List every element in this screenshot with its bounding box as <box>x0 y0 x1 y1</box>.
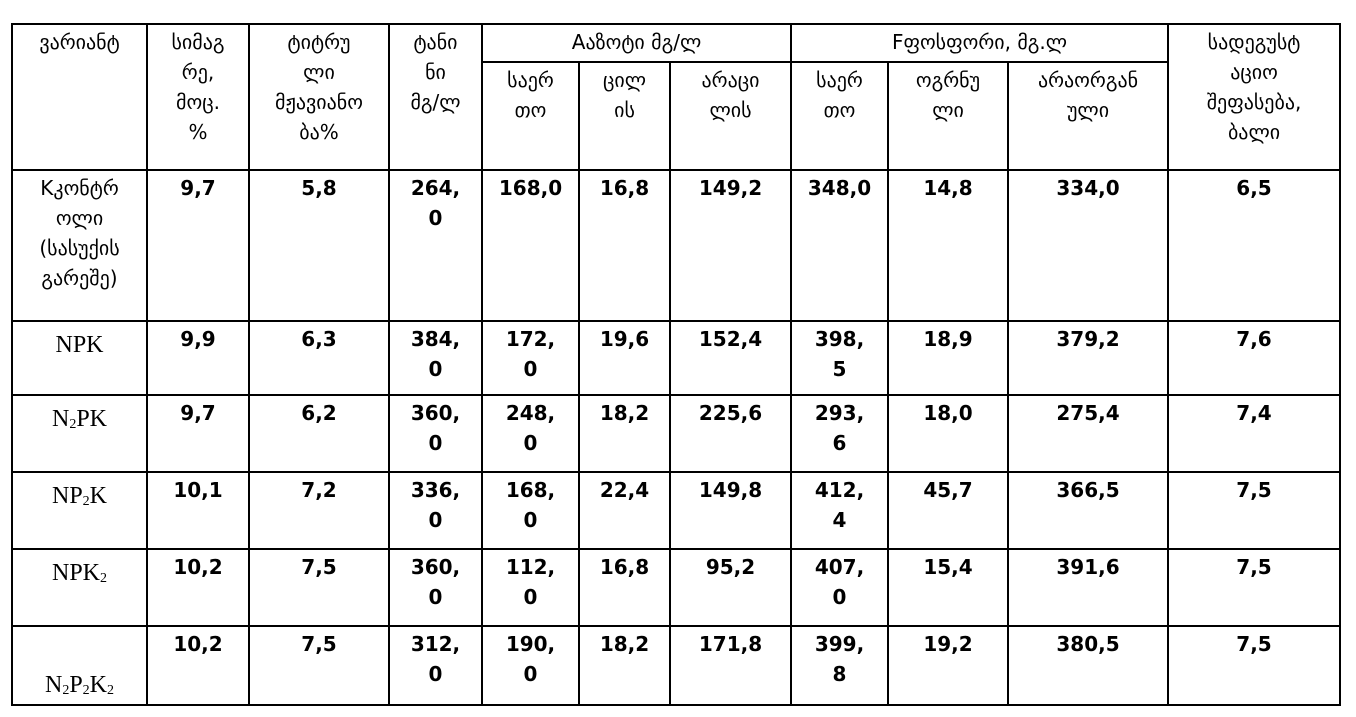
cell-phosphorus-inorganic: 334,0 <box>1007 169 1170 322</box>
header-phosphorus-organic: ოგრნუ ლი <box>887 61 1010 171</box>
cell-phosphorus-inorganic: 391,6 <box>1007 548 1170 627</box>
cell-nitrogen-colloid: 19,6 <box>578 320 671 396</box>
cell-acidity: 6,2 <box>248 394 390 473</box>
cell-nitrogen-non-colloid: 225,6 <box>668 394 793 473</box>
cell-moisture: 9,7 <box>146 394 250 473</box>
cell-moisture: 9,9 <box>146 320 250 396</box>
cell-nitrogen-total: 168, 0 <box>481 471 580 550</box>
cell-nitrogen-non-colloid: 149,2 <box>668 169 793 322</box>
row-variant: N2P2K2 <box>11 625 148 706</box>
cell-tannin: 360, 0 <box>388 394 483 473</box>
cell-phosphorus-inorganic: 366,5 <box>1007 471 1170 550</box>
cell-phosphorus-total: 399, 8 <box>790 625 890 706</box>
cell-tasting-score: 7,5 <box>1167 548 1342 627</box>
row-variant: NPK2 <box>11 548 148 627</box>
header-nitrogen-colloid: ცილ ის <box>578 61 671 171</box>
cell-phosphorus-organic: 15,4 <box>887 548 1010 627</box>
cell-tasting-score: 7,5 <box>1167 625 1342 706</box>
row-variant: Kკონტრ ოლი (სასუქის გარეშე) <box>11 169 148 322</box>
row-variant: NP2K <box>11 471 148 550</box>
header-variant: ვარიანტ <box>11 23 148 171</box>
table-row: Kკონტრ ოლი (სასუქის გარეშე) 9,7 5,8 264,… <box>11 169 1342 322</box>
cell-nitrogen-colloid: 16,8 <box>578 169 671 322</box>
cell-phosphorus-inorganic: 275,4 <box>1007 394 1170 473</box>
cell-tannin: 264, 0 <box>388 169 483 322</box>
cell-nitrogen-total: 112, 0 <box>481 548 580 627</box>
cell-nitrogen-colloid: 16,8 <box>578 548 671 627</box>
cell-acidity: 7,2 <box>248 471 390 550</box>
fertilizer-results-table: ვარიანტ სიმაგ რე, მოც. % ტიტრუ ლი მჟავია… <box>11 23 1342 706</box>
cell-acidity: 7,5 <box>248 625 390 706</box>
header-titratable-acidity: ტიტრუ ლი მჟავიანო ბა% <box>248 23 390 171</box>
cell-tasting-score: 7,4 <box>1167 394 1342 473</box>
header-phosphorus-inorganic: არაორგან ული <box>1007 61 1170 171</box>
header-moisture: სიმაგ რე, მოც. % <box>146 23 250 171</box>
cell-tannin: 336, 0 <box>388 471 483 550</box>
cell-phosphorus-inorganic: 380,5 <box>1007 625 1170 706</box>
cell-phosphorus-organic: 14,8 <box>887 169 1010 322</box>
cell-tannin: 360, 0 <box>388 548 483 627</box>
header-nitrogen-total: საერ თო <box>481 61 580 171</box>
cell-phosphorus-organic: 19,2 <box>887 625 1010 706</box>
cell-nitrogen-non-colloid: 152,4 <box>668 320 793 396</box>
header-tannin: ტანი ნი მგ/ლ <box>388 23 483 171</box>
cell-tasting-score: 6,5 <box>1167 169 1342 322</box>
cell-phosphorus-organic: 18,0 <box>887 394 1010 473</box>
table-row: N2P2K2 10,2 7,5 312, 0 190, 0 18,2 171,8… <box>11 625 1342 706</box>
row-variant: N2PK <box>11 394 148 473</box>
cell-nitrogen-colloid: 18,2 <box>578 394 671 473</box>
cell-nitrogen-total: 168,0 <box>481 169 580 322</box>
cell-nitrogen-non-colloid: 95,2 <box>668 548 793 627</box>
cell-moisture: 10,2 <box>146 625 250 706</box>
header-nitrogen-group: Aაზოტი მგ/ლ <box>480 23 793 63</box>
cell-phosphorus-total: 348,0 <box>790 169 890 322</box>
cell-tannin: 384, 0 <box>388 320 483 396</box>
cell-acidity: 6,3 <box>248 320 390 396</box>
cell-phosphorus-total: 407, 0 <box>790 548 890 627</box>
cell-acidity: 5,8 <box>248 169 390 322</box>
table-row: N2PK 9,7 6,2 360, 0 248, 0 18,2 225,6 29… <box>11 394 1342 473</box>
header-phosphorus-group: Fფოსფორი, მგ.ლ <box>790 23 1170 63</box>
header-nitrogen-non-colloid: არაცი ლის <box>668 61 793 171</box>
cell-tasting-score: 7,6 <box>1167 320 1342 396</box>
cell-phosphorus-total: 398, 5 <box>790 320 890 396</box>
cell-nitrogen-non-colloid: 171,8 <box>668 625 793 706</box>
cell-phosphorus-total: 293, 6 <box>790 394 890 473</box>
table-row: NP2K 10,1 7,2 336, 0 168, 0 22,4 149,8 4… <box>11 471 1342 550</box>
cell-moisture: 10,2 <box>146 548 250 627</box>
cell-nitrogen-total: 172, 0 <box>481 320 580 396</box>
cell-tasting-score: 7,5 <box>1167 471 1342 550</box>
cell-phosphorus-inorganic: 379,2 <box>1007 320 1170 396</box>
cell-phosphorus-organic: 45,7 <box>887 471 1010 550</box>
table-row: NPK 9,9 6,3 384, 0 172, 0 19,6 152,4 398… <box>11 320 1342 396</box>
cell-nitrogen-non-colloid: 149,8 <box>668 471 793 550</box>
row-variant: NPK <box>11 320 148 396</box>
cell-nitrogen-colloid: 18,2 <box>578 625 671 706</box>
cell-nitrogen-colloid: 22,4 <box>578 471 671 550</box>
cell-nitrogen-total: 248, 0 <box>481 394 580 473</box>
cell-phosphorus-organic: 18,9 <box>887 320 1010 396</box>
header-phosphorus-total: საერ თო <box>790 61 890 171</box>
cell-moisture: 9,7 <box>146 169 250 322</box>
cell-nitrogen-total: 190, 0 <box>481 625 580 706</box>
cell-acidity: 7,5 <box>248 548 390 627</box>
header-tasting-score: სადეგუსტ აციო შეფასება, ბალი <box>1167 23 1342 171</box>
table-row: NPK2 10,2 7,5 360, 0 112, 0 16,8 95,2 40… <box>11 548 1342 627</box>
cell-tannin: 312, 0 <box>388 625 483 706</box>
cell-phosphorus-total: 412, 4 <box>790 471 890 550</box>
cell-moisture: 10,1 <box>146 471 250 550</box>
